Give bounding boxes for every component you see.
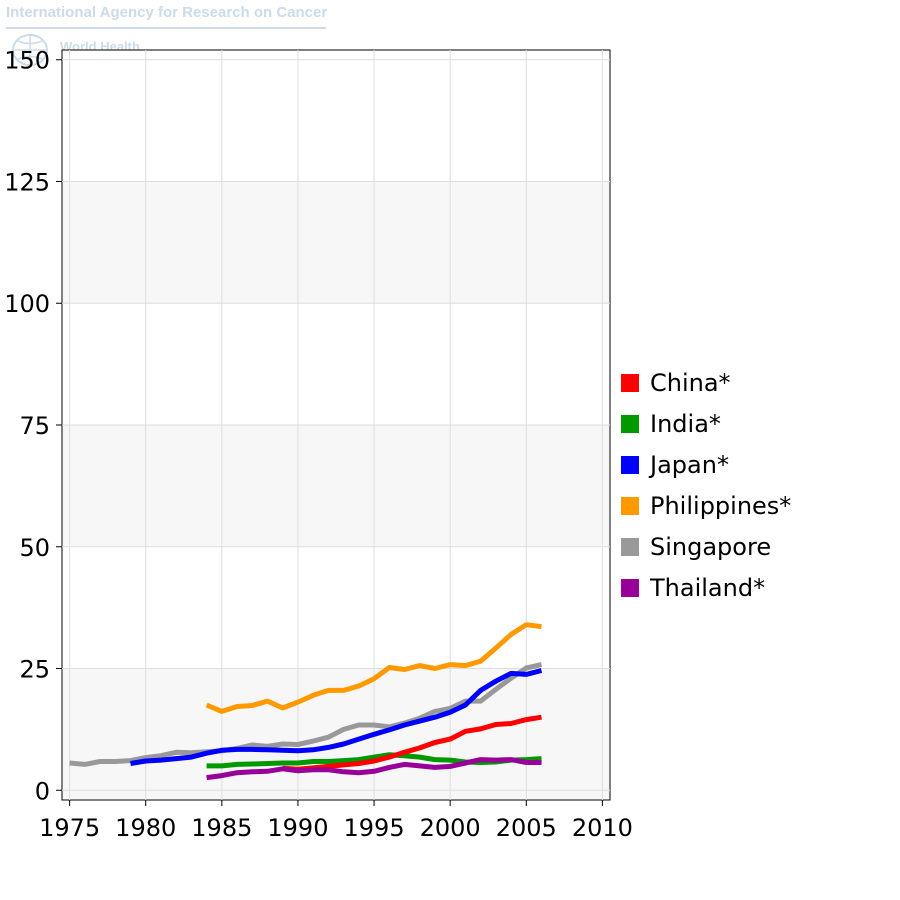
x-tick-label: 2000 (420, 814, 481, 842)
x-tick-label: 2010 (572, 814, 633, 842)
y-tick-label: 100 (4, 290, 50, 318)
axis-ticks (56, 59, 603, 806)
x-axis-tick-labels: 1975 1980 1985 1990 1995 2000 2005 2010 (39, 814, 633, 842)
legend-swatch (621, 373, 639, 392)
legend-swatch (621, 455, 639, 474)
series-line-japan (130, 668, 543, 766)
series-line-china (282, 714, 542, 772)
x-tick-label: 1975 (39, 814, 100, 842)
legend-swatch (621, 537, 639, 556)
y-tick-label: 75 (19, 412, 50, 440)
plot-band (63, 181, 609, 304)
y-axis-tick-labels: 0 25 50 75 100 125 150 (4, 47, 50, 806)
legend-label: Japan* (650, 450, 729, 479)
legend: China* India* Japan* Philippines* Singapore T… (621, 362, 891, 608)
x-tick-label: 1995 (344, 814, 405, 842)
legend-label: Singapore (650, 532, 772, 561)
legend-item: India* (621, 403, 891, 444)
plot-bands (63, 181, 609, 799)
series-line-india (206, 752, 542, 769)
legend-label: China* (650, 368, 731, 397)
series-line-thailand (206, 757, 542, 781)
legend-swatch (621, 578, 639, 597)
legend-item: Philippines* (621, 485, 891, 526)
x-tick-label: 1985 (191, 814, 252, 842)
gridlines (62, 50, 610, 800)
series-line-philippines (205, 622, 542, 714)
x-tick-label: 2005 (496, 814, 557, 842)
y-tick-label: 25 (19, 656, 50, 684)
series-lines (69, 622, 543, 781)
plot-band (63, 425, 609, 547)
y-tick-label: 50 (19, 534, 50, 562)
legend-swatch (621, 496, 639, 515)
x-tick-label: 1980 (115, 814, 176, 842)
series-line-singapore (69, 662, 543, 767)
legend-label: Philippines* (650, 491, 792, 520)
y-tick-label: 150 (4, 47, 50, 75)
legend-item: Singapore (621, 526, 891, 567)
legend-item: China* (621, 362, 891, 403)
legend-label: India* (650, 409, 721, 438)
x-tick-label: 1990 (267, 814, 328, 842)
legend-item: Thailand* (621, 567, 891, 608)
y-tick-label: 0 (35, 777, 50, 805)
legend-label: Thailand* (650, 573, 766, 602)
y-tick-label: 125 (4, 168, 50, 196)
legend-swatch (621, 414, 639, 433)
legend-item: Japan* (621, 444, 891, 485)
